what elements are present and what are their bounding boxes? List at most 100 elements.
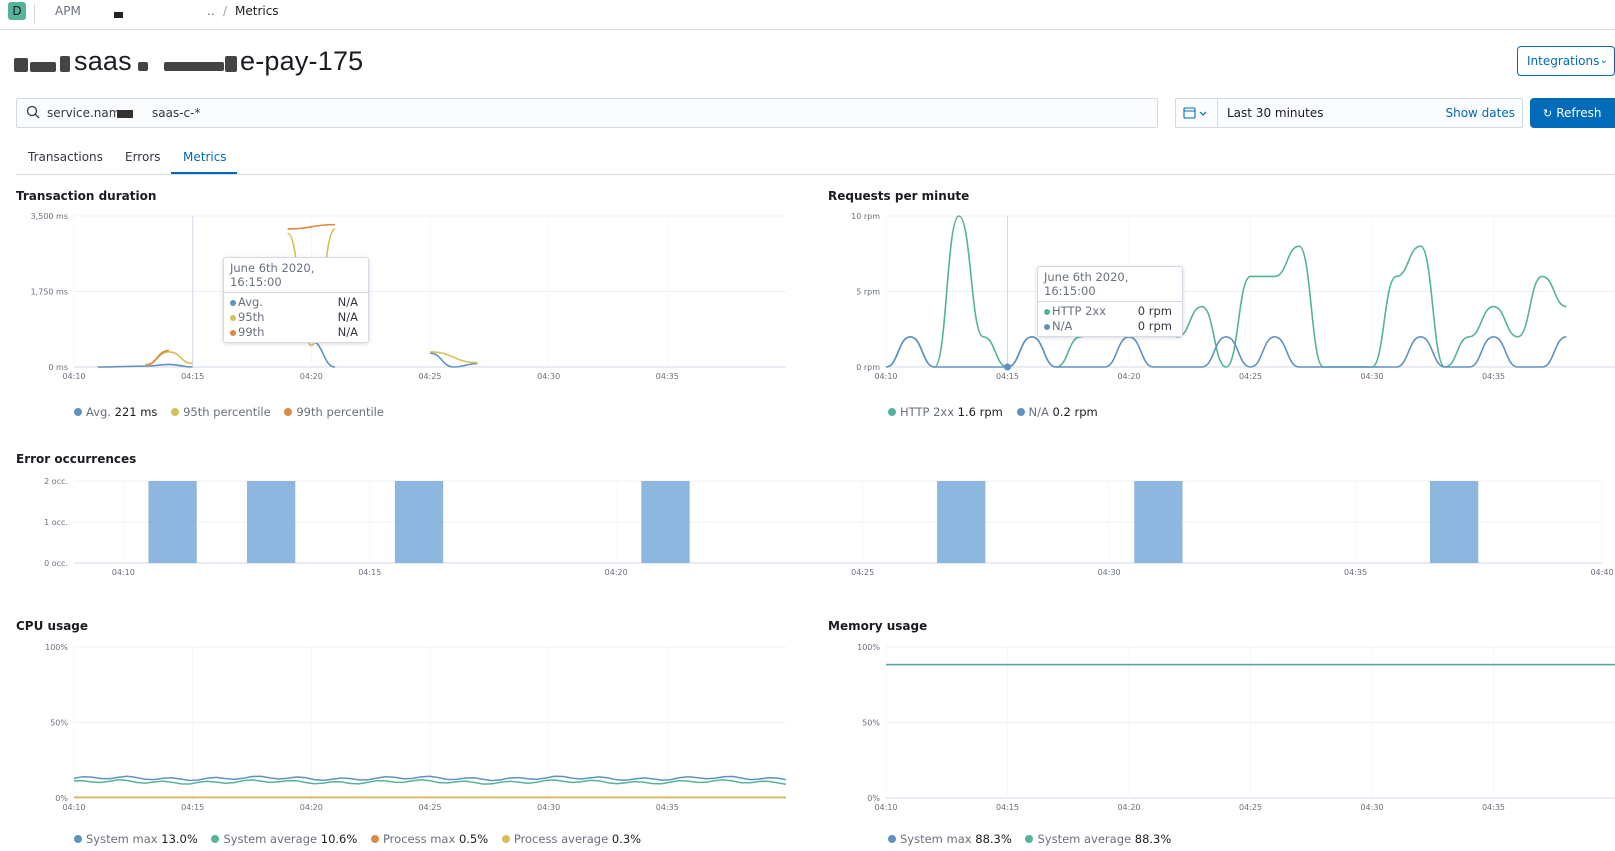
legend-item-99th[interactable]: 99th percentile bbox=[284, 405, 384, 419]
legend-label: System max bbox=[86, 832, 158, 846]
legend-item-na[interactable]: N/A 0.2 rpm bbox=[1016, 405, 1098, 419]
refresh-button[interactable]: ↻ Refresh bbox=[1530, 98, 1615, 128]
x-tick-label: 04:10 bbox=[874, 803, 897, 812]
y-tick-label: 0% bbox=[55, 794, 68, 803]
x-tick-label: 04:30 bbox=[1098, 568, 1121, 577]
x-tick-label: 04:20 bbox=[300, 372, 323, 381]
legend-dot bbox=[171, 408, 180, 416]
tooltip-label: HTTP 2xx bbox=[1052, 304, 1107, 318]
search-value-suffix: saas-c-* bbox=[152, 106, 201, 120]
legend-item-system-average[interactable]: System average 88.3% bbox=[1025, 832, 1171, 846]
x-tick-label: 04:10 bbox=[874, 372, 897, 381]
date-range-text[interactable]: Last 30 minutes bbox=[1227, 106, 1324, 120]
requests-per-minute-title: Requests per minute bbox=[828, 189, 970, 203]
legend-value: 88.3% bbox=[1134, 832, 1172, 846]
tooltip-row-95th: 95th N/A bbox=[224, 310, 368, 325]
y-tick-label: 1 occ. bbox=[44, 518, 68, 527]
legend-label: System max bbox=[900, 832, 972, 846]
x-tick-label: 04:25 bbox=[851, 568, 874, 577]
tab-transactions[interactable]: Transactions bbox=[28, 150, 103, 164]
error-occurrences-chart[interactable]: 2 occ. 1 occ. 0 occ. 04:10 04:15 04:20 04:25 04… bbox=[16, 470, 1615, 590]
x-tick-label: 04:15 bbox=[996, 803, 1019, 812]
y-tick-label: 2 occ. bbox=[44, 477, 68, 486]
breadcrumb-ellipsis[interactable]: .. bbox=[207, 4, 215, 18]
x-tick-label: 04:25 bbox=[1239, 372, 1262, 381]
series-line-95th-percentile bbox=[168, 351, 193, 365]
y-tick-label: 5 rpm bbox=[856, 288, 880, 297]
legend-item-http2xx[interactable]: HTTP 2xx 1.6 rpm bbox=[888, 405, 1003, 419]
page-title-visible: saas bbox=[74, 46, 132, 76]
legend-item-avg[interactable]: Avg. 221 ms bbox=[74, 405, 157, 419]
hover-point bbox=[1004, 363, 1011, 371]
x-tick-label: 04:10 bbox=[62, 372, 85, 381]
tab-errors[interactable]: Errors bbox=[125, 150, 161, 164]
series-line-system-max bbox=[73, 775, 787, 782]
legend-item-95th[interactable]: 95th percentile bbox=[171, 405, 271, 419]
cpu-usage-chart[interactable]: 100% 50% 0%04:10 04:15 04:20 04:25 04:30 04:35 bbox=[16, 635, 816, 820]
tooltip-value: N/A bbox=[337, 325, 358, 339]
legend-value: 10.6% bbox=[320, 832, 358, 846]
series-dot bbox=[230, 330, 236, 336]
legend-dot bbox=[888, 835, 896, 843]
series-line-99th-percentile bbox=[145, 349, 170, 366]
y-tick-label: 50% bbox=[50, 719, 68, 728]
memory-legend: System max 88.3% System average 88.3% bbox=[888, 832, 1181, 846]
legend-dot bbox=[1025, 835, 1034, 843]
legend-item-system-max[interactable]: System max 88.3% bbox=[888, 832, 1012, 846]
legend-value: 88.3% bbox=[975, 832, 1012, 846]
legend-label: 99th percentile bbox=[296, 405, 384, 419]
legend-item-system-average[interactable]: System average 10.6% bbox=[211, 832, 357, 846]
y-tick-label: 3,500 ms bbox=[31, 212, 68, 221]
x-tick-label: 04:30 bbox=[1360, 803, 1383, 812]
memory-usage-chart[interactable]: 100% 50% 0%04:10 04:15 04:20 04:25 04:30 04:35 bbox=[828, 635, 1615, 820]
series-line-avg- bbox=[97, 365, 146, 368]
series-line-avg- bbox=[429, 352, 454, 368]
memory-usage-title: Memory usage bbox=[828, 619, 928, 633]
space-avatar[interactable]: D bbox=[8, 2, 26, 20]
legend-value: 0.3% bbox=[611, 832, 642, 846]
breadcrumb-apm[interactable]: APM bbox=[55, 4, 81, 18]
active-tab-indicator bbox=[171, 172, 237, 174]
refresh-label: Refresh bbox=[1556, 106, 1602, 120]
chevron-down-icon: ⌄ bbox=[1599, 55, 1608, 66]
tooltip-row-avg: Avg. N/A bbox=[224, 295, 368, 310]
tooltip-label: 95th bbox=[238, 310, 265, 324]
legend-value: 13.0% bbox=[161, 832, 198, 846]
series-line-n-a bbox=[885, 335, 1567, 368]
series-dot bbox=[1044, 309, 1050, 315]
redacted-title-part bbox=[164, 62, 224, 71]
tab-metrics[interactable]: Metrics bbox=[183, 150, 227, 164]
legend-dot bbox=[501, 835, 510, 843]
tooltip-value: N/A bbox=[337, 295, 358, 309]
series-line-system-average bbox=[73, 779, 787, 785]
x-tick-label: 04:15 bbox=[996, 372, 1019, 381]
legend-value: 1.6 rpm bbox=[957, 405, 1003, 419]
y-tick-label: 0 ms bbox=[48, 363, 68, 372]
search-input[interactable]: service.name saas-c-* bbox=[16, 98, 1158, 128]
y-tick-label: 0 rpm bbox=[856, 363, 880, 372]
quick-select-button[interactable] bbox=[1176, 99, 1218, 127]
date-picker[interactable]: Last 30 minutes Show dates bbox=[1175, 98, 1523, 128]
redacted-search-part bbox=[117, 110, 133, 118]
y-tick-label: 100% bbox=[45, 643, 68, 652]
legend-item-system-max[interactable]: System max 13.0% bbox=[74, 832, 198, 846]
x-tick-label: 04:40 bbox=[1590, 568, 1613, 577]
legend-value: 0.5% bbox=[458, 832, 489, 846]
legend-dot bbox=[370, 835, 379, 843]
legend-item-process-max[interactable]: Process max 0.5% bbox=[370, 832, 489, 846]
x-tick-label: 04:30 bbox=[537, 803, 560, 812]
tooltip-row-na: N/A 0 rpm bbox=[1038, 319, 1182, 334]
tooltip-label: 99th bbox=[238, 325, 265, 339]
page-title-suffix: e-pay-175 bbox=[240, 46, 364, 76]
y-tick-label: 10 rpm bbox=[851, 212, 880, 221]
tooltip-row-http2xx: HTTP 2xx 0 rpm bbox=[1038, 304, 1182, 319]
x-tick-label: 04:20 bbox=[605, 568, 628, 577]
redacted-title-part bbox=[225, 56, 237, 72]
integrations-button[interactable]: Integrations ⌄ bbox=[1517, 46, 1615, 76]
redacted-title-part bbox=[14, 58, 28, 72]
legend-dot bbox=[1016, 408, 1025, 416]
legend-item-process-average[interactable]: Process average 0.3% bbox=[501, 832, 642, 846]
show-dates-link[interactable]: Show dates bbox=[1445, 106, 1515, 120]
